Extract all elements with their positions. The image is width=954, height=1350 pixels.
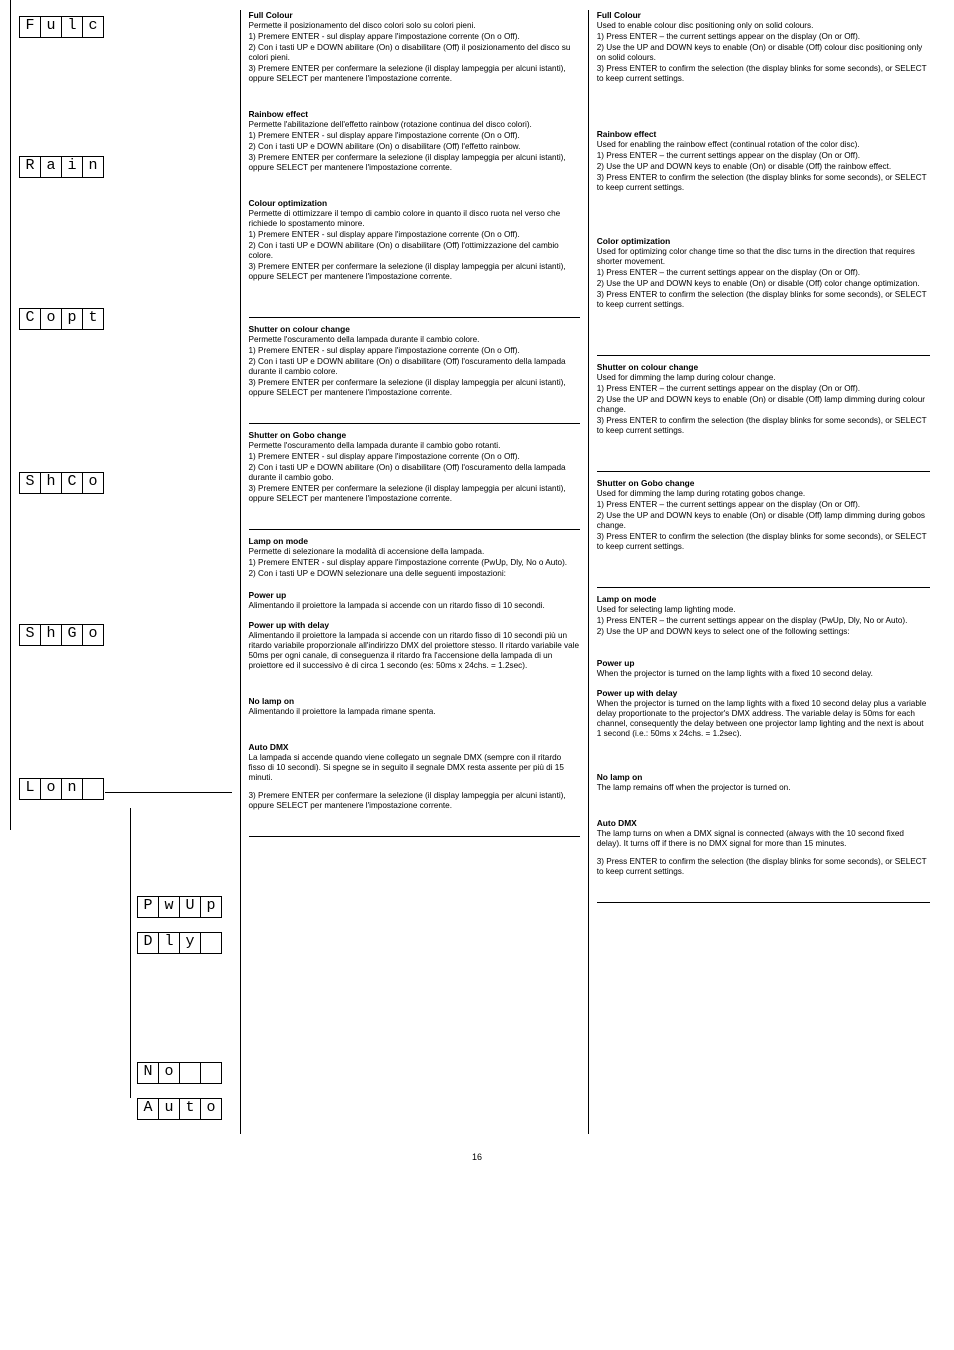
- section-rainbow-it: Rainbow effect Permette l'abilitazione d…: [249, 109, 580, 178]
- section-lon-it: Lamp on mode Permette di selezionare la …: [249, 536, 580, 584]
- section-no-it: No lamp on Alimentando il proiettore la …: [249, 696, 580, 722]
- section-lon-en: Lamp on mode Used for selecting lamp lig…: [597, 594, 930, 642]
- section-auto-en: Auto DMX The lamp turns on when a DMX si…: [597, 818, 930, 882]
- lcd-no: No: [137, 1062, 221, 1084]
- section-copt-it: Colour optimization Permette di ottimizz…: [249, 198, 580, 287]
- section-shgo-en: Shutter on Gobo change Used for dimming …: [597, 478, 930, 557]
- lcd-rain: Rain: [19, 156, 103, 178]
- lcd-shgo: ShGo: [19, 624, 103, 646]
- lcd-shco: ShCo: [19, 472, 103, 494]
- lcd-auto: Auto: [137, 1098, 221, 1120]
- section-rainbow-en: Rainbow effect Used for enabling the rai…: [597, 129, 930, 198]
- section-shco-it: Shutter on colour change Permette l'oscu…: [249, 324, 580, 403]
- lcd-pwup: PwUp: [137, 896, 221, 918]
- page-number: 16: [0, 1144, 954, 1170]
- section-shgo-it: Shutter on Gobo change Permette l'oscura…: [249, 430, 580, 509]
- section-copt-en: Color optimization Used for optimizing c…: [597, 236, 930, 315]
- lcd-lon: Lon: [19, 778, 103, 800]
- right-column: Full Colour Used to enable colour disc p…: [589, 10, 938, 1134]
- lcd-copt: Copt: [19, 308, 103, 330]
- section-shco-en: Shutter on colour change Used for dimmin…: [597, 362, 930, 441]
- left-column: Fulc Rain Copt ShCo ShGo Lon: [10, 10, 240, 1134]
- section-no-en: No lamp on The lamp remains off when the…: [597, 772, 930, 798]
- section-dly-en: Power up with delay When the projector i…: [597, 688, 930, 744]
- section-full-colour-en: Full Colour Used to enable colour disc p…: [597, 10, 930, 89]
- section-full-colour-it: Full Colour Permette il posizionamento d…: [249, 10, 580, 89]
- section-auto-it: Auto DMX La lampada si accende quando vi…: [249, 742, 580, 816]
- lcd-fulc: Fulc: [19, 16, 103, 38]
- lcd-dly: Dly: [137, 932, 221, 954]
- section-pwup-en: Power up When the projector is turned on…: [597, 658, 930, 684]
- section-pwup-it: Power up Alimentando il proiettore la la…: [249, 590, 580, 616]
- connector-line: [105, 792, 232, 793]
- middle-column: Full Colour Permette il posizionamento d…: [240, 10, 589, 1134]
- section-dly-it: Power up with delay Alimentando il proie…: [249, 620, 580, 676]
